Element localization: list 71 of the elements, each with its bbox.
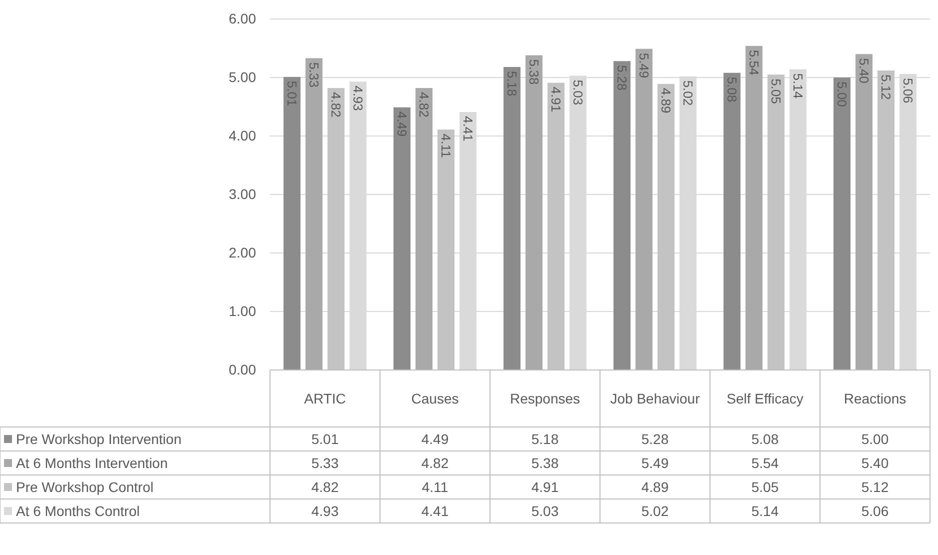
text: 4.41 [460,116,476,142]
data-label: 5.01 [311,430,339,447]
bar [724,72,740,370]
legend-label: Pre Workshop Intervention [16,430,182,447]
data-label: 5.12 [861,478,889,495]
data-label: 5.18 [531,430,559,447]
data-label: 5.00 [861,430,889,447]
text: 5.33 [306,62,322,88]
text: 4.93 [350,86,366,111]
y-tick-label: 4.00 [228,127,256,144]
data-label: 4.41 [421,502,449,519]
legend-label: At 6 Months Control [16,502,140,519]
bar [856,54,872,370]
legend-label: At 6 Months Intervention [16,454,168,471]
data-label: 4.89 [641,478,669,495]
y-tick-label: 6.00 [228,10,256,26]
data-label: 4.82 [311,478,339,495]
x-tick-label: Self Efficacy [726,390,804,406]
bar [504,66,520,370]
text: 4.89 [658,88,674,114]
legend-label: Pre Workshop Control [16,478,154,495]
data-label: 5.33 [311,454,339,471]
data-label: 4.49 [421,430,449,447]
bar [306,58,322,370]
x-tick-label: Job Behaviour [610,390,700,406]
data-label: 5.28 [641,430,669,447]
text: 5.14 [790,73,806,99]
y-tick-label: 5.00 [228,68,256,85]
data-label: 5.05 [751,478,779,495]
text: 5.03 [570,80,586,106]
data-label: 4.82 [421,454,449,471]
data-label: 5.06 [861,502,889,519]
bar [636,48,652,370]
text: 5.38 [526,59,542,85]
data-label: 4.93 [311,502,339,519]
text: 4.82 [328,92,344,118]
data-label: 5.38 [531,454,559,471]
data-label: 5.03 [531,502,559,519]
x-tick-label: Reactions [844,390,906,406]
y-tick-label: 2.00 [228,244,256,260]
data-label: 4.91 [531,478,559,495]
bar [526,55,542,370]
text: 5.02 [680,80,696,106]
data-label: 5.49 [641,454,669,471]
text: 5.12 [878,74,894,100]
data-label: 5.02 [641,502,669,519]
text: 5.49 [636,52,652,78]
text: 5.54 [746,50,762,76]
bar [394,107,410,370]
y-tick-label: 1.00 [228,302,256,319]
text: 5.40 [856,58,872,84]
bar [284,76,300,370]
data-label: 5.08 [751,430,779,447]
y-tick-label: 0.00 [228,361,256,378]
data-label: 5.54 [751,454,779,471]
x-tick-label: Causes [411,390,459,406]
text: 4.11 [438,134,454,158]
text: 5.06 [900,78,916,104]
data-label: 5.14 [751,502,779,519]
bar [416,88,432,370]
data-label: 4.11 [422,478,448,495]
data-label: 5.40 [861,454,889,471]
bar [746,46,762,370]
bar [834,78,850,370]
x-tick-label: Responses [510,390,580,406]
y-tick-label: 3.00 [228,186,256,202]
bar [614,61,630,370]
text: 4.82 [416,92,432,118]
text: 4.91 [548,86,564,112]
x-tick-label: ARTIC [304,390,346,406]
text: 5.05 [768,78,784,104]
